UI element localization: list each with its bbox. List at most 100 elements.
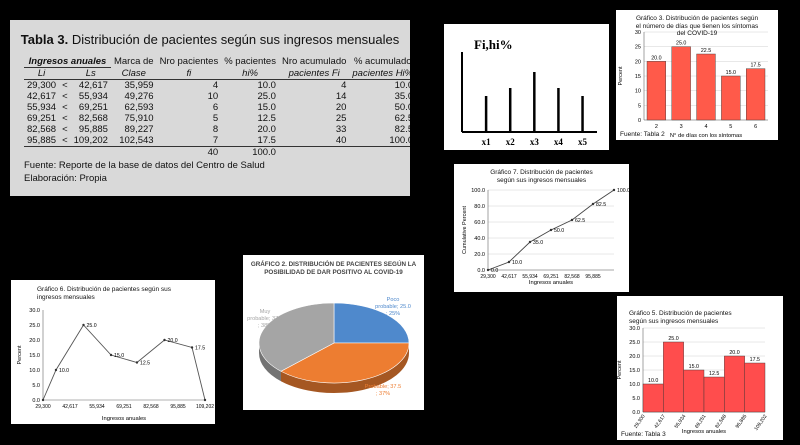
point-label: 15.0 xyxy=(114,353,124,359)
table-cell: 50.0 xyxy=(394,102,410,113)
bar xyxy=(663,341,684,413)
grafico6-title: Gráfico 6. Distribución de pacientes seg… xyxy=(37,286,172,301)
table3-title: Tabla 3. Distribución de pacientes según… xyxy=(10,32,410,47)
x-tick-label: 109,202 xyxy=(196,404,214,410)
y-tick-label: 20.0 xyxy=(29,338,40,344)
y-tick-label: 30.0 xyxy=(629,326,640,332)
y-axis-label: Percent xyxy=(617,360,623,379)
x-tick-label: 69,251 xyxy=(116,404,132,410)
table-cell: 109,202 xyxy=(70,135,111,147)
x-axis-label: Ingresos anuales xyxy=(102,416,146,422)
data-point xyxy=(507,260,511,264)
col-header: % acumulado xyxy=(353,56,410,68)
grafico2-title: GRÁFICO 2. DISTRIBUCIÓN DE PACIENTES SEG… xyxy=(250,261,417,276)
bar xyxy=(703,376,725,413)
pie-slice-label: Probable; 37.5 xyxy=(365,384,401,390)
table-cell: 29,300 xyxy=(27,80,57,91)
grafico7-panel: 0.0 20.0 40.0 60.0 80.0 100.0 Cumulative Perce… xyxy=(454,164,629,292)
grafico7-title: Gráfico 7. Distribución de pacientes seg… xyxy=(490,169,593,184)
table-elaboration: Elaboración: Propia xyxy=(24,173,107,184)
grafico5-panel: 0.0 5.0 10.0 15.0 20.0 25.0 30.0 Percent Ingreso… xyxy=(617,296,783,440)
table-source: Fuente: Reporte de la base de datos del … xyxy=(24,160,265,171)
x-tick-label: 2 xyxy=(655,124,658,130)
subheader-Fi: pacientes Fi xyxy=(278,67,350,80)
y-tick-label: 15.0 xyxy=(29,353,40,359)
x-tick-label: 55,934 xyxy=(674,414,688,430)
distribution-table: Ingresos anuales Marca de Nro pacientes … xyxy=(24,56,410,158)
bar-value-label: 10.0 xyxy=(648,378,658,384)
data-point xyxy=(528,240,532,244)
sketch-x-label: x3 xyxy=(530,137,540,147)
pie-slice xyxy=(280,342,410,384)
y-tick-label: 0.0 xyxy=(477,268,485,274)
x-axis-label: Ingresos anuales xyxy=(529,280,573,286)
table-cell: 33 xyxy=(335,124,347,135)
bar xyxy=(721,75,741,121)
grafico5-chart: 0.0 5.0 10.0 15.0 20.0 25.0 30.0 Percent Ingreso… xyxy=(617,326,769,435)
bar-value-label: 15.0 xyxy=(726,70,736,76)
x-tick-label: 95,885 xyxy=(585,274,601,280)
grafico6-chart: 0.0 5.0 10.0 15.0 20.0 25.0 30.0 Percent Ingreso… xyxy=(17,308,214,422)
table-cell: 82,568 xyxy=(78,113,108,124)
pie-slice-side xyxy=(259,343,281,382)
bar-value-label: 17.5 xyxy=(750,63,760,69)
y-tick-label: 0.0 xyxy=(32,398,40,404)
data-point xyxy=(163,338,166,342)
table3-panel: Tabla 3. Distribución de pacientes según… xyxy=(10,20,410,196)
sketch-x-label: x2 xyxy=(506,137,516,147)
data-point xyxy=(190,346,194,349)
sketch-x-label: x4 xyxy=(554,137,564,147)
table-cell: 12.5 xyxy=(257,113,276,124)
bar-value-label: 20.0 xyxy=(729,350,739,356)
point-label: 82.5 xyxy=(596,202,606,208)
table-cell: 69,251 xyxy=(78,102,108,113)
data-point xyxy=(54,368,58,372)
col-header: Nro acumulado xyxy=(281,56,347,68)
y-tick-label: 10.0 xyxy=(629,382,640,388)
table-cell: 42,617 xyxy=(27,91,57,102)
bar-value-label: 25.0 xyxy=(676,41,686,47)
point-label: 20.0 xyxy=(168,338,178,344)
x-tick-label: 55,934 xyxy=(522,274,538,280)
total-fi: 40 xyxy=(207,147,219,158)
point-label: 12.5 xyxy=(140,361,150,367)
bar-value-label: 17.5 xyxy=(750,357,760,363)
table-row: 55,934 <69,251 62,593 6 15.0 20 50.0 xyxy=(24,102,410,113)
point-label: 10.0 xyxy=(59,368,69,374)
col-header: Marca de xyxy=(113,56,154,68)
bar xyxy=(646,61,666,121)
grafico5-footer: Fuente: Tabla 3 xyxy=(621,431,666,438)
y-tick-label: 15 xyxy=(635,74,641,80)
table-cell: 49,276 xyxy=(124,91,154,102)
y-tick-label: 25.0 xyxy=(629,340,640,346)
x-tick-label: 69,251 xyxy=(694,414,708,430)
y-tick-label: 30.0 xyxy=(29,308,40,314)
table-cell: 35,959 xyxy=(124,80,154,91)
sketch-x-label: x1 xyxy=(482,137,492,147)
y-tick-label: 10.0 xyxy=(29,368,40,374)
grafico3-title: Gráfico 3. Distribución de pacientes seg… xyxy=(635,15,759,37)
y-tick-label: 40.0 xyxy=(474,236,485,242)
bar xyxy=(745,68,766,121)
data-point xyxy=(135,361,139,364)
sketch-chart-panel: Fi,hi% x1 x2 x3 x4 x5 xyxy=(444,24,609,150)
table-cell: 55,934 xyxy=(27,102,57,113)
table-cell: 20 xyxy=(335,102,347,113)
bar-value-label: 25.0 xyxy=(668,336,678,342)
data-point xyxy=(570,218,574,222)
pie-slice-label: Muy xyxy=(260,309,271,315)
data-point xyxy=(203,398,207,402)
point-label: 25.0 xyxy=(87,323,97,329)
bar xyxy=(724,355,745,413)
y-tick-label: 5.0 xyxy=(32,383,40,389)
bar-value-label: 15.0 xyxy=(689,364,699,370)
table-cell: 4 xyxy=(341,80,347,91)
table-cell: < xyxy=(62,80,68,91)
table-cell: < xyxy=(62,113,68,124)
pie-slice xyxy=(258,302,335,372)
x-tick-label: 109,202 xyxy=(753,414,768,432)
table-cell: 8 xyxy=(212,124,219,135)
table-cell: 10 xyxy=(207,91,219,102)
bar-value-label: 22.5 xyxy=(701,48,711,54)
